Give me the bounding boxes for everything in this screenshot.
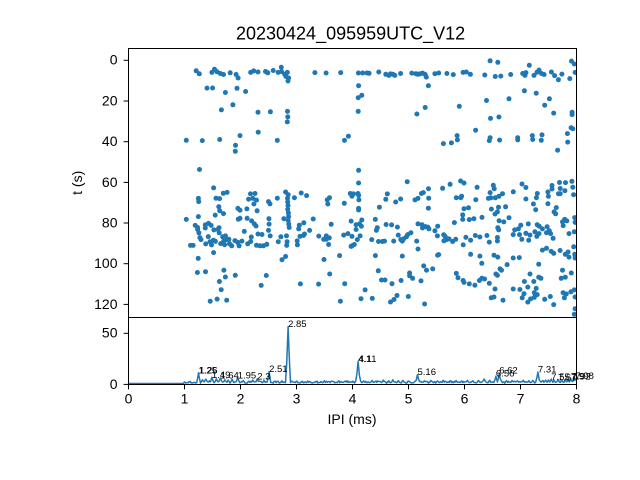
svg-text:20: 20 [102,92,118,108]
svg-text:7: 7 [517,390,525,406]
svg-text:IPI (ms): IPI (ms) [328,411,377,427]
svg-text:6: 6 [461,390,469,406]
svg-text:8: 8 [573,390,581,406]
svg-text:2: 2 [237,390,245,406]
svg-text:7.92: 7.92 [572,372,591,383]
svg-text:7.67: 7.67 [558,372,577,383]
svg-text:0: 0 [125,390,133,406]
svg-text:6.62: 6.62 [499,366,518,377]
svg-text:1: 1 [181,390,189,406]
svg-text:1.49: 1.49 [212,370,231,381]
svg-text:120: 120 [94,296,118,312]
svg-text:7.55: 7.55 [551,372,570,383]
svg-text:1.64: 1.64 [220,371,239,382]
svg-text:100: 100 [94,255,118,271]
svg-text:7.31: 7.31 [538,365,557,376]
svg-text:6.56: 6.56 [496,369,515,380]
svg-text:60: 60 [102,174,118,190]
svg-text:50: 50 [102,325,118,341]
svg-text:2.85: 2.85 [288,319,307,330]
svg-text:1.95: 1.95 [238,370,257,381]
svg-text:0: 0 [110,52,118,68]
svg-text:5.16: 5.16 [418,367,437,378]
svg-text:4: 4 [349,390,357,406]
svg-text:2.51: 2.51 [269,364,288,375]
svg-text:4.11: 4.11 [359,354,377,365]
svg-text:3: 3 [293,390,301,406]
svg-text:2.3: 2.3 [257,371,270,382]
svg-text:80: 80 [102,214,118,230]
svg-text:1.26: 1.26 [199,365,218,376]
svg-text:7.9: 7.9 [571,372,584,383]
svg-text:t (s): t (s) [69,171,85,195]
svg-text:7.98: 7.98 [575,371,594,382]
svg-text:1.25: 1.25 [199,365,218,376]
svg-text:20230424_095959UTC_V12: 20230424_095959UTC_V12 [236,24,465,45]
svg-text:5: 5 [405,390,413,406]
svg-text:40: 40 [102,133,118,149]
svg-text:0: 0 [110,376,118,392]
svg-text:4.1: 4.1 [358,354,371,365]
